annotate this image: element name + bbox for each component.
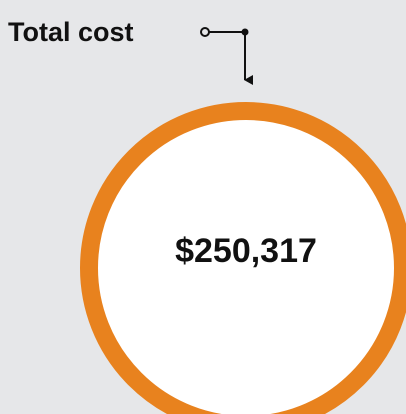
connector-joint [241,28,249,36]
cost-value: $250,317 [175,232,317,270]
cost-label: Total cost [8,17,134,47]
value-circle [80,102,406,414]
